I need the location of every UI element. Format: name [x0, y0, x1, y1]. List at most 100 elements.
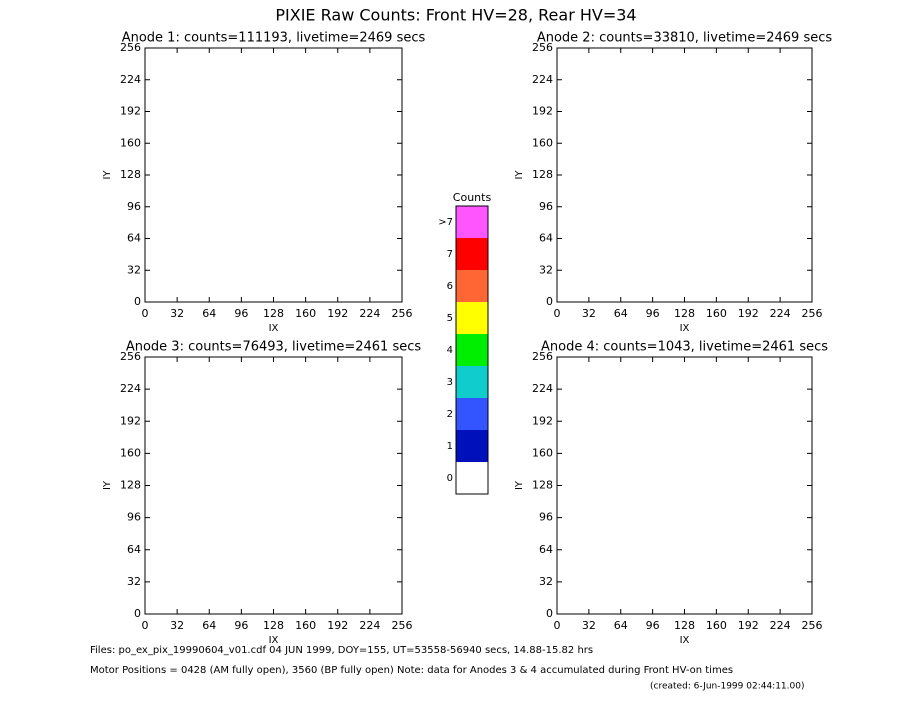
- x-tick-label: 192: [738, 619, 759, 632]
- panel-title: Anode 3: counts=76493, livetime=2461 sec…: [126, 340, 422, 355]
- y-tick-label: 64: [539, 232, 553, 245]
- x-tick-label: 0: [142, 619, 149, 632]
- panel-title: Anode 1: counts=111193, livetime=2469 se…: [122, 31, 426, 46]
- y-tick-label: 256: [120, 41, 141, 54]
- y-tick-label: 224: [532, 73, 553, 86]
- y-tick-label: 64: [127, 232, 141, 245]
- y-tick-label: 128: [120, 479, 141, 492]
- y-tick-label: 160: [532, 136, 553, 149]
- y-axis-label: IY: [102, 480, 113, 490]
- y-tick-label: 0: [134, 607, 141, 620]
- x-tick-label: 128: [674, 307, 695, 320]
- colorbar-swatch: [456, 366, 488, 398]
- plot-frame: [556, 356, 813, 615]
- plot-frame: [144, 356, 403, 615]
- colorbar-label: 0: [447, 473, 453, 484]
- y-tick-label: 64: [127, 543, 141, 556]
- x-tick-label: 64: [614, 619, 628, 632]
- x-tick-label: 32: [170, 307, 184, 320]
- y-tick-label: 32: [127, 263, 141, 276]
- x-tick-label: 96: [234, 619, 248, 632]
- colorbar-swatch: [456, 270, 488, 302]
- x-tick-label: 256: [802, 619, 823, 632]
- y-tick-label: 128: [532, 479, 553, 492]
- y-tick-label: 224: [532, 382, 553, 395]
- colorbar-label: 2: [447, 409, 453, 420]
- x-tick-label: 256: [392, 619, 413, 632]
- y-tick-label: 160: [120, 446, 141, 459]
- y-tick-label: 128: [532, 168, 553, 181]
- y-tick-label: 256: [532, 350, 553, 363]
- y-tick-label: 160: [120, 136, 141, 149]
- x-tick-label: 192: [738, 307, 759, 320]
- colorbar-swatch: [456, 398, 488, 430]
- colorbar-label: 1: [447, 441, 453, 452]
- x-tick-label: 64: [614, 307, 628, 320]
- x-tick-label: 64: [202, 307, 216, 320]
- colorbar-frame: [455, 205, 489, 495]
- y-tick-label: 192: [120, 414, 141, 427]
- y-tick-label: 0: [546, 295, 553, 308]
- y-tick-label: 192: [120, 105, 141, 118]
- footer-created: (created: 6-Jun-1999 02:44:11.00): [650, 682, 804, 692]
- x-axis-label: IX: [680, 323, 690, 334]
- x-tick-label: 96: [646, 307, 660, 320]
- x-tick-label: 256: [802, 307, 823, 320]
- colorbar-swatch: [456, 238, 488, 270]
- y-tick-label: 96: [539, 200, 553, 213]
- y-tick-label: 96: [127, 200, 141, 213]
- x-tick-label: 224: [359, 619, 380, 632]
- x-tick-label: 160: [706, 619, 727, 632]
- colorbar-title: Counts: [453, 191, 492, 204]
- colorbar-swatch: [456, 430, 488, 462]
- y-tick-label: 32: [127, 575, 141, 588]
- page-title: PIXIE Raw Counts: Front HV=28, Rear HV=3…: [275, 6, 636, 25]
- x-axis-label: IX: [680, 635, 690, 646]
- x-tick-label: 0: [142, 307, 149, 320]
- x-axis-label: IX: [269, 323, 279, 334]
- x-tick-label: 32: [582, 307, 596, 320]
- x-tick-label: 224: [770, 619, 791, 632]
- x-tick-label: 96: [646, 619, 660, 632]
- colorbar-label: >7: [438, 217, 453, 228]
- y-axis-label: IY: [514, 170, 525, 180]
- plot-frame: [144, 47, 403, 303]
- y-axis-label: IY: [514, 480, 525, 490]
- x-tick-label: 32: [582, 619, 596, 632]
- x-tick-label: 160: [295, 307, 316, 320]
- x-tick-label: 32: [170, 619, 184, 632]
- y-tick-label: 96: [127, 511, 141, 524]
- x-tick-label: 256: [392, 307, 413, 320]
- plot-frame: [556, 47, 813, 303]
- x-tick-label: 160: [706, 307, 727, 320]
- x-tick-label: 96: [234, 307, 248, 320]
- colorbar-label: 6: [447, 281, 453, 292]
- y-tick-label: 192: [532, 105, 553, 118]
- panel-title: Anode 2: counts=33810, livetime=2469 sec…: [537, 31, 833, 46]
- x-tick-label: 128: [263, 619, 284, 632]
- y-tick-label: 256: [532, 41, 553, 54]
- y-tick-label: 256: [120, 350, 141, 363]
- x-tick-label: 192: [327, 619, 348, 632]
- colorbar-swatch: [456, 462, 488, 494]
- colorbar-swatch: [456, 334, 488, 366]
- x-tick-label: 64: [202, 619, 216, 632]
- y-tick-label: 0: [546, 607, 553, 620]
- colorbar-label: 5: [447, 313, 453, 324]
- x-tick-label: 192: [327, 307, 348, 320]
- y-tick-label: 64: [539, 543, 553, 556]
- x-tick-label: 0: [554, 307, 561, 320]
- y-tick-label: 32: [539, 263, 553, 276]
- colorbar-swatch: [456, 302, 488, 334]
- y-tick-label: 32: [539, 575, 553, 588]
- y-tick-label: 128: [120, 168, 141, 181]
- x-tick-label: 128: [674, 619, 695, 632]
- y-tick-label: 224: [120, 73, 141, 86]
- x-tick-label: 224: [359, 307, 380, 320]
- x-tick-label: 0: [554, 619, 561, 632]
- x-tick-label: 224: [770, 307, 791, 320]
- x-axis-label: IX: [269, 635, 279, 646]
- y-tick-label: 192: [532, 414, 553, 427]
- footer-motor: Motor Positions = 0428 (AM fully open), …: [90, 665, 733, 676]
